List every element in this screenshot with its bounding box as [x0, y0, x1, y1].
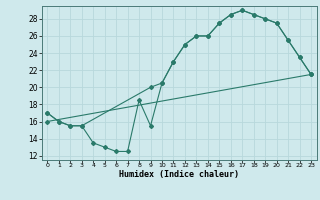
X-axis label: Humidex (Indice chaleur): Humidex (Indice chaleur) — [119, 170, 239, 179]
